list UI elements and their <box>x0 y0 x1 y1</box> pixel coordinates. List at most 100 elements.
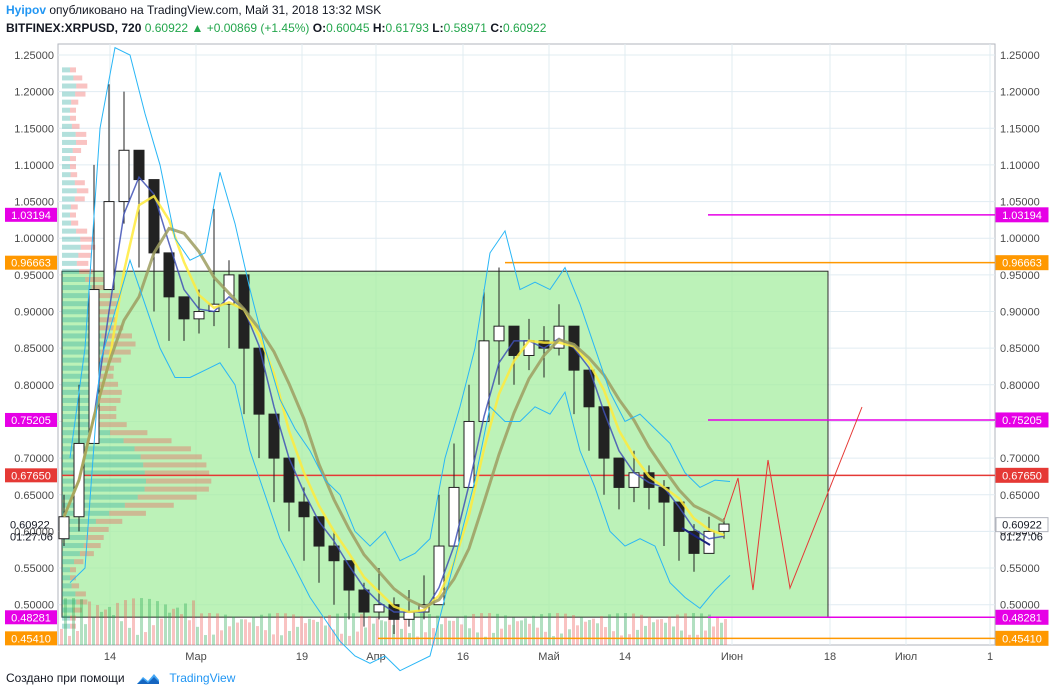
candle-body[interactable] <box>493 325 505 342</box>
candle-body[interactable] <box>718 523 730 532</box>
volume-profile-bar <box>75 131 87 137</box>
volume-profile-bar <box>94 397 121 403</box>
volume-profile-bar <box>62 365 92 371</box>
candle-body[interactable] <box>133 149 145 181</box>
candle-body[interactable] <box>448 486 460 547</box>
candle-body[interactable] <box>553 325 565 349</box>
volume-bar <box>620 635 623 645</box>
projection-arrow-path[interactable] <box>723 406 863 591</box>
high-value: 0.61793 <box>385 21 429 35</box>
price-label-left-text: 0.45410 <box>11 633 51 645</box>
volume-profile-bar <box>140 454 202 460</box>
x-tick-label: Май <box>538 651 560 663</box>
volume-bar <box>240 619 243 645</box>
candle-body[interactable] <box>193 311 205 320</box>
volume-profile-bar <box>124 502 174 508</box>
volume-bar <box>384 621 387 645</box>
y-tick-label-left: 0.50000 <box>14 600 54 612</box>
candle-body[interactable] <box>478 340 490 422</box>
candle-body[interactable] <box>583 369 595 408</box>
volume-profile-bar <box>62 75 74 81</box>
price-label-right-text: 1.03194 <box>1002 210 1042 222</box>
symbol-legend: BITFINEX:XRPUSD, 720 0.60922 ▲ +0.00869 … <box>6 21 546 35</box>
y-tick-label-left: 0.90000 <box>14 307 54 319</box>
volume-profile-bar <box>62 139 77 145</box>
volume-bar <box>164 604 167 645</box>
volume-profile-bar <box>98 422 127 428</box>
candle-body[interactable] <box>103 201 115 291</box>
volume-bar <box>404 613 407 645</box>
candle-body[interactable] <box>613 457 625 488</box>
volume-bar <box>228 626 231 645</box>
countdown-right: 01:27:06 <box>1000 532 1043 544</box>
candle-body[interactable] <box>343 560 355 591</box>
volume-bar <box>400 628 403 645</box>
candle-body[interactable] <box>118 149 130 203</box>
candle-body[interactable] <box>313 516 325 547</box>
volume-bar <box>216 613 219 645</box>
band-lower-line <box>69 258 731 672</box>
price-label-left-text: 0.67650 <box>11 470 51 482</box>
range-rectangle[interactable] <box>61 270 829 618</box>
ma-long-line <box>62 226 725 609</box>
volume-bar <box>596 623 599 645</box>
divergence-line[interactable] <box>681 527 711 546</box>
volume-bar <box>224 614 227 645</box>
volume-profile-bar <box>76 228 88 234</box>
volume-bar <box>540 614 543 645</box>
y-tick-label-right: 1.00000 <box>1000 233 1040 245</box>
volume-bar <box>204 635 207 645</box>
candle-body[interactable] <box>463 420 475 488</box>
volume-bar <box>208 613 211 645</box>
volume-profile-bar <box>62 252 79 258</box>
volume-bar <box>112 615 115 645</box>
volume-bar <box>192 600 195 645</box>
price-label-left <box>5 610 57 625</box>
candle-body[interactable] <box>58 516 70 540</box>
candle-body[interactable] <box>688 530 700 554</box>
y-tick-label-left: 0.70000 <box>14 453 54 465</box>
volume-profile-bar <box>143 462 207 468</box>
volume-bar <box>488 613 491 645</box>
candle-body[interactable] <box>328 545 340 562</box>
volume-bar <box>568 629 571 645</box>
tradingview-link[interactable]: TradingView <box>169 671 236 685</box>
change-up-icon: ▲ <box>191 21 204 35</box>
candle-body[interactable] <box>598 406 610 459</box>
volume-bar <box>280 635 283 645</box>
author-name[interactable]: Hyipov <box>6 3 47 17</box>
volume-profile-bar <box>73 75 83 81</box>
candle-body[interactable] <box>673 501 685 532</box>
volume-bar <box>264 630 267 645</box>
candle-body[interactable] <box>298 501 310 518</box>
volume-bar <box>708 614 711 645</box>
volume-bar <box>532 615 535 645</box>
candle-body[interactable] <box>163 252 175 298</box>
volume-profile-bar <box>62 107 70 113</box>
volume-bar <box>248 622 251 645</box>
candle-body[interactable] <box>358 589 370 613</box>
volume-bar <box>564 613 567 645</box>
volume-bar <box>132 598 135 645</box>
y-tick-label-right: 0.90000 <box>1000 307 1040 319</box>
candle-body[interactable] <box>178 296 190 320</box>
price-label-left-text: 0.48281 <box>11 612 51 624</box>
volume-profile-bar <box>73 607 82 613</box>
volume-profile-bar <box>62 325 97 331</box>
volume-profile-bar <box>75 591 86 597</box>
volume-bar <box>528 623 531 645</box>
volume-bar <box>636 629 639 645</box>
volume-bar <box>60 628 63 645</box>
y-tick-label-right: 1.20000 <box>1000 87 1040 99</box>
price-label-left-text: 1.03194 <box>11 210 51 222</box>
volume-bar <box>420 613 423 645</box>
y-tick-label-right: 1.10000 <box>1000 160 1040 172</box>
candle-body[interactable] <box>268 413 280 459</box>
candle-body[interactable] <box>373 604 385 613</box>
volume-bar <box>156 601 159 645</box>
x-tick-label: 1 <box>987 651 993 663</box>
y-tick-label-left: 0.55000 <box>14 563 54 575</box>
band-upper-line <box>69 46 731 562</box>
volume-bar <box>288 630 291 645</box>
